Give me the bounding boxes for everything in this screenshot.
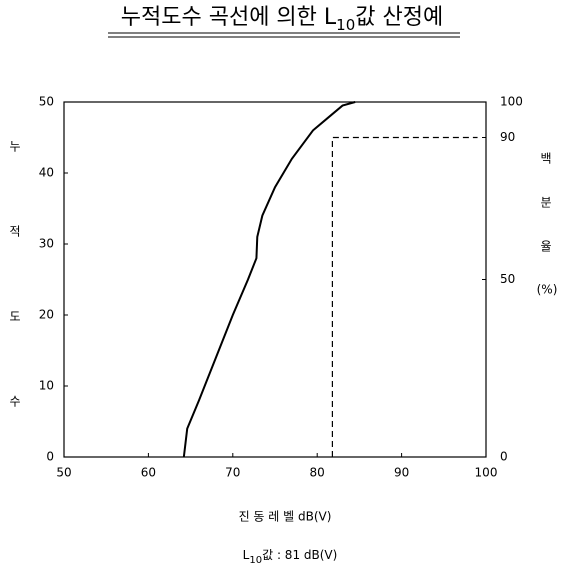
cumulative-curve xyxy=(182,101,356,458)
x-tick-label: 100 xyxy=(475,466,498,480)
y-tick-label: 40 xyxy=(39,166,54,180)
y-tick-label: 0 xyxy=(46,450,54,464)
x-axis-label: 진 동 레 벨 dB(V) xyxy=(239,510,332,524)
x-tick-label: 50 xyxy=(56,466,71,480)
dashed-guide xyxy=(331,136,478,457)
annotation-rest: 값 : 81 dB(V) xyxy=(262,548,337,562)
plot-frame xyxy=(63,101,487,458)
x-tick-label: 60 xyxy=(141,466,156,480)
annotation: L10값 : 81 dB(V) xyxy=(243,548,338,567)
annotation-sub: 10 xyxy=(249,555,262,566)
x-tick-label: 80 xyxy=(310,466,325,480)
x-tick-label: 90 xyxy=(394,466,409,480)
y-axis-label: 누적도수 xyxy=(8,140,22,480)
y2-tick-label: 100 xyxy=(500,95,523,109)
y-tick-label: 20 xyxy=(39,308,54,322)
title-sub: 10 xyxy=(336,16,355,34)
y2-axis-label: 백분율 xyxy=(539,152,553,284)
title-rest: 값 산정예 xyxy=(355,5,443,30)
x-tick-label: 70 xyxy=(225,466,240,480)
y-tick-label: 10 xyxy=(39,379,54,393)
y2-tick-label: 90 xyxy=(500,130,515,144)
y-tick-label: 30 xyxy=(39,237,54,251)
annotation-main: L xyxy=(243,548,250,562)
y2-tick-label: 50 xyxy=(500,272,515,286)
y2-tick-label: 0 xyxy=(500,450,508,464)
title-main: 누적도수 곡선에 의한 L xyxy=(121,5,337,30)
chart-title: 누적도수 곡선에 의한 L10값 산정예 xyxy=(121,5,443,34)
y-tick-label: 50 xyxy=(39,95,54,109)
y2-axis-unit: (%) xyxy=(537,283,558,297)
